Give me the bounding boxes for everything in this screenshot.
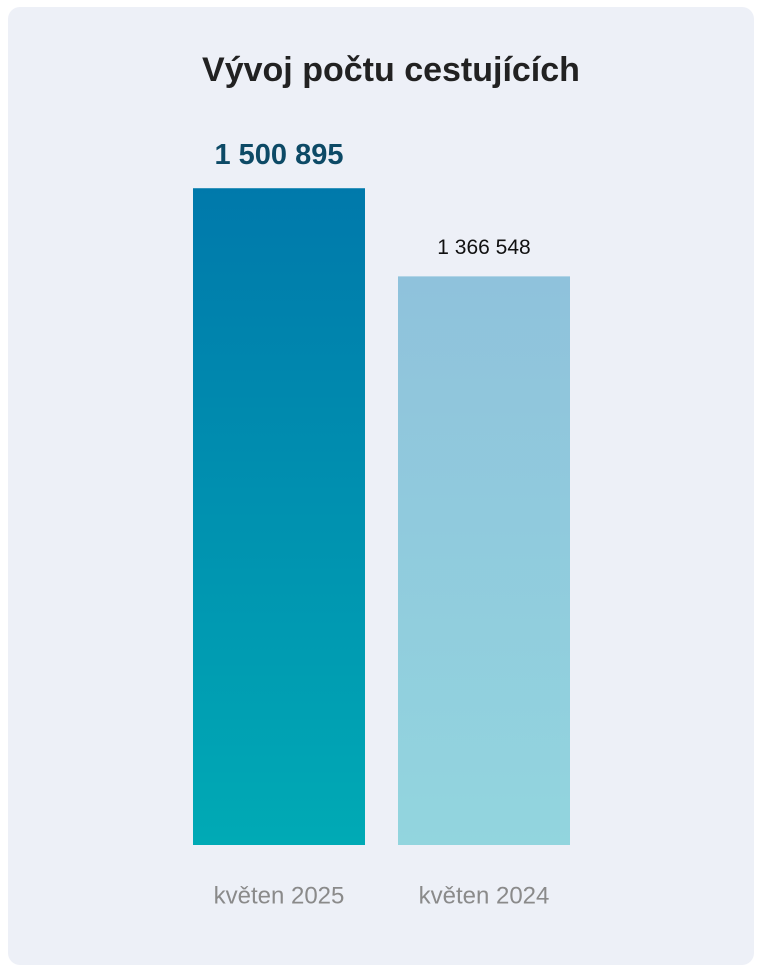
value-label: 1 366 548 — [437, 236, 530, 259]
bar — [193, 188, 365, 845]
chart-title: Vývoj počtu cestujících — [202, 51, 580, 89]
x-tick-label: květen 2025 — [214, 882, 345, 909]
bar — [398, 276, 570, 845]
value-label: 1 500 895 — [214, 139, 343, 171]
x-tick-label: květen 2024 — [419, 882, 550, 909]
card — [8, 7, 754, 965]
